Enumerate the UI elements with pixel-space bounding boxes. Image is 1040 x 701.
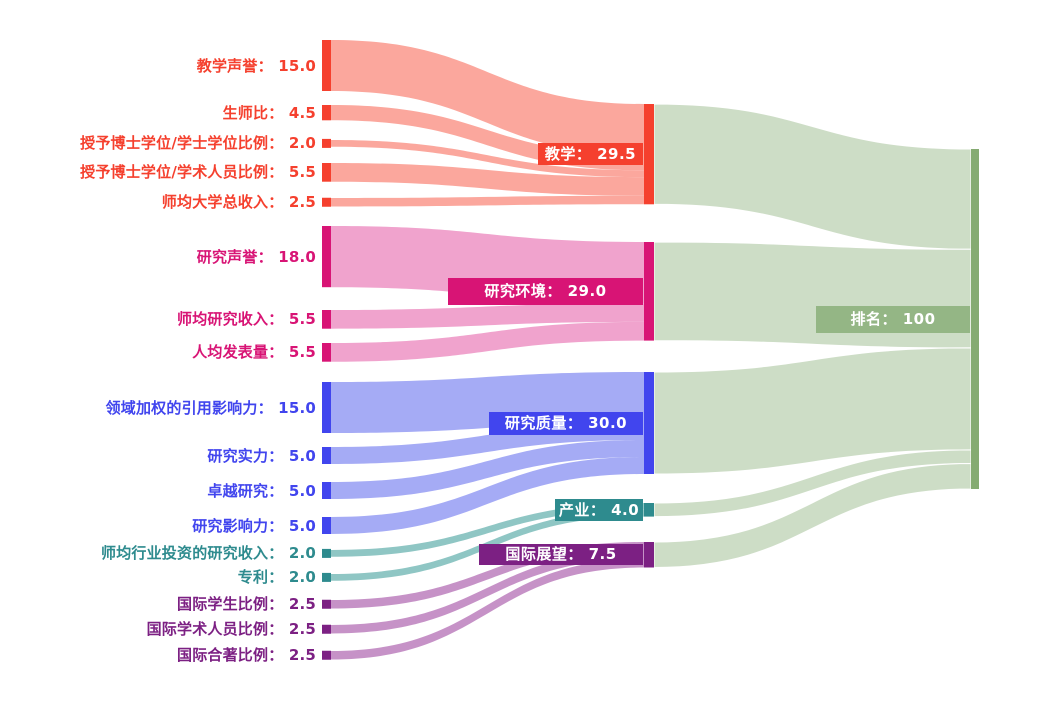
- sankey-link-doctorate_bachelor_ratio-teaching[interactable]: [331, 140, 644, 178]
- node-label-intl_staff: 国际学术人员比例： 2.5: [146, 620, 316, 639]
- sankey-link-doctorate_staff_ratio-teaching[interactable]: [331, 163, 644, 196]
- sankey-node-industry_income[interactable]: [322, 548, 331, 558]
- sankey-link-research_productivity-research_env[interactable]: [331, 321, 644, 362]
- node-label-research_influence: 研究影响力： 5.0: [192, 516, 316, 535]
- sankey-node-research_productivity[interactable]: [322, 343, 331, 362]
- sankey-link-teaching-rank[interactable]: [653, 103, 972, 250]
- sankey-node-intl_staff[interactable]: [322, 624, 331, 634]
- sankey-link-research_excellence-research_quality[interactable]: [331, 440, 644, 499]
- sankey-node-research_excellence[interactable]: [322, 482, 331, 499]
- node-label-research_productivity: 人均发表量： 5.5: [192, 343, 316, 362]
- node-label-teaching_reputation: 教学声誉： 15.0: [196, 56, 316, 75]
- node-label-patents: 专利： 2.0: [237, 568, 316, 587]
- sankey-node-doctorate_staff_ratio[interactable]: [322, 163, 331, 182]
- node-label-research_strength: 研究实力： 5.0: [207, 446, 316, 465]
- sankey-link-research_income-research_env[interactable]: [331, 303, 644, 329]
- sankey-link-teaching_reputation-teaching[interactable]: [331, 40, 644, 155]
- sankey-node-institutional_income[interactable]: [322, 197, 331, 207]
- node-label-student_staff_ratio: 生师比： 4.5: [222, 103, 316, 122]
- sankey-link-institutional_income-teaching[interactable]: [331, 195, 644, 207]
- sankey-link-industry_income-industry[interactable]: [331, 503, 644, 557]
- sankey-node-patents[interactable]: [322, 572, 331, 582]
- category-label-industry: 产业： 4.0: [555, 498, 643, 521]
- category-label-rank: 排名： 100: [816, 305, 970, 333]
- category-label-teaching: 教学： 29.5: [538, 143, 643, 166]
- category-label-research_env: 研究环境： 29.0: [448, 277, 643, 305]
- node-label-doctorate_bachelor_ratio: 授予博士学位/学士学位比例： 2.0: [80, 134, 316, 153]
- sankey-link-research_influence-research_quality[interactable]: [331, 457, 644, 534]
- sankey-node-teaching[interactable]: [644, 104, 654, 205]
- sankey-node-research_env[interactable]: [644, 242, 654, 341]
- node-label-research_reputation: 研究声誉： 18.0: [196, 247, 316, 266]
- sankey-node-teaching_reputation[interactable]: [322, 40, 331, 91]
- sankey-node-international[interactable]: [644, 542, 654, 568]
- sankey-node-research_quality[interactable]: [644, 372, 654, 474]
- category-label-research_quality: 研究质量： 30.0: [489, 411, 643, 435]
- node-label-intl_coauthorship: 国际合著比例： 2.5: [177, 646, 316, 665]
- node-label-research_income: 师均研究收入： 5.5: [177, 310, 316, 329]
- node-label-industry_income: 师均行业投资的研究收入： 2.0: [101, 544, 316, 563]
- sankey-node-intl_students[interactable]: [322, 599, 331, 609]
- sankey-link-intl_staff-international[interactable]: [331, 550, 644, 634]
- node-label-citation_impact: 领域加权的引用影响力： 15.0: [105, 398, 316, 417]
- category-label-international: 国际展望： 7.5: [479, 544, 643, 566]
- sankey-node-doctorate_bachelor_ratio[interactable]: [322, 138, 331, 148]
- sankey-node-research_influence[interactable]: [322, 517, 331, 534]
- node-label-institutional_income: 师均大学总收入： 2.5: [161, 193, 316, 212]
- sankey-node-student_staff_ratio[interactable]: [322, 105, 331, 121]
- sankey-node-citation_impact[interactable]: [322, 382, 331, 433]
- node-label-doctorate_staff_ratio: 授予博士学位/学术人员比例： 5.5: [80, 163, 316, 182]
- sankey-node-intl_coauthorship[interactable]: [322, 650, 331, 660]
- sankey-link-intl_coauthorship-international[interactable]: [331, 559, 644, 660]
- sankey-node-research_strength[interactable]: [322, 447, 331, 464]
- node-label-research_excellence: 卓越研究： 5.0: [207, 481, 316, 500]
- sankey-node-rank[interactable]: [971, 149, 979, 489]
- sankey-node-research_reputation[interactable]: [322, 226, 331, 288]
- sankey-node-research_income[interactable]: [322, 310, 331, 329]
- node-label-intl_students: 国际学生比例： 2.5: [177, 595, 316, 614]
- sankey-link-intl_students-international[interactable]: [331, 542, 644, 609]
- sankey-node-industry[interactable]: [644, 503, 654, 517]
